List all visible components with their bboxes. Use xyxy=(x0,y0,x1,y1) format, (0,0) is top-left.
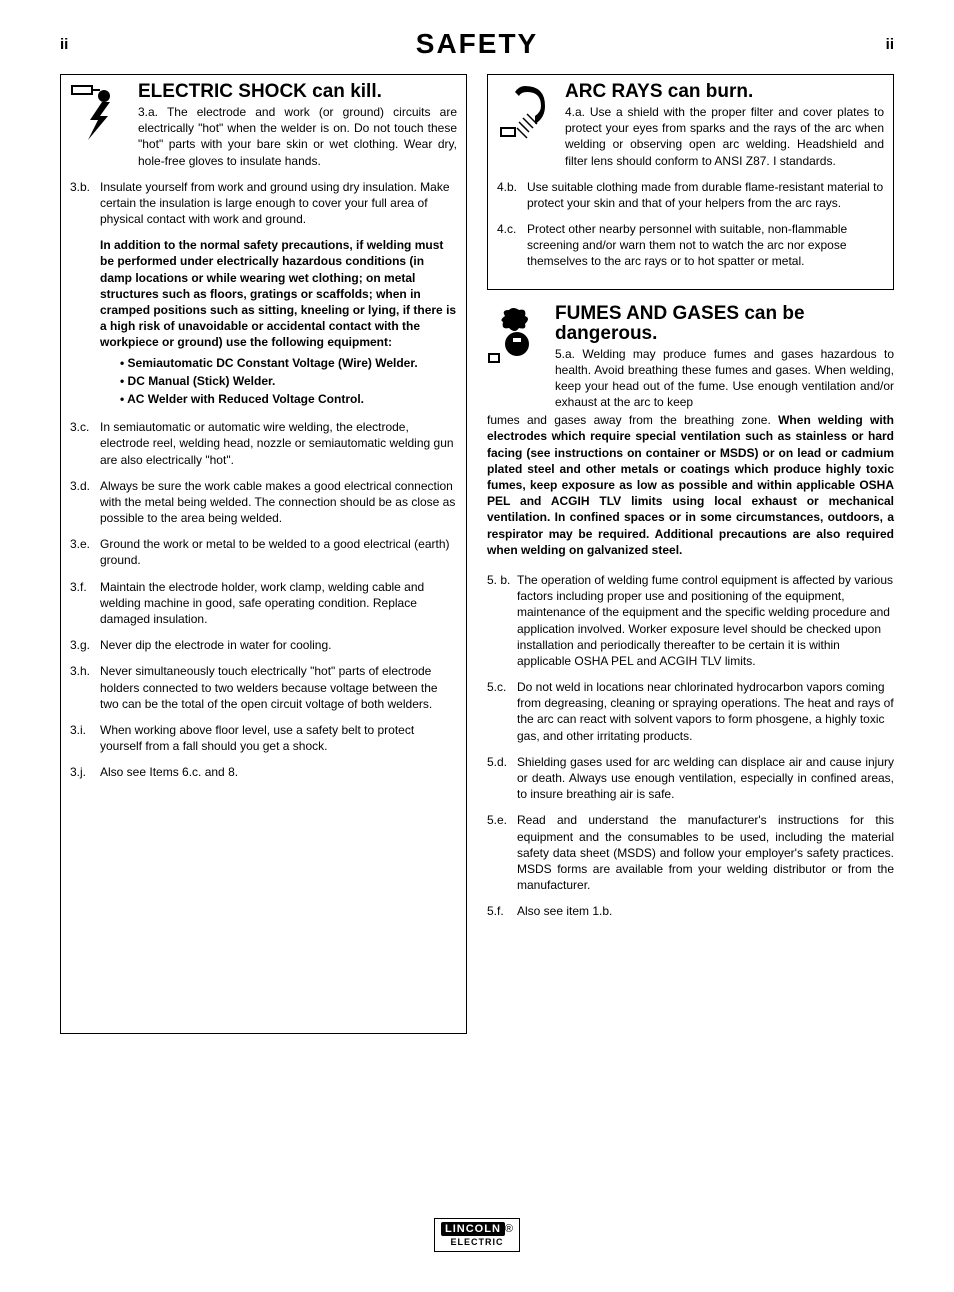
right-column: ARC RAYS can burn. 4.a. Use a shield wit… xyxy=(487,74,894,1048)
list-item: 3.h.Never simultaneously touch electrica… xyxy=(70,663,457,712)
item-num: 3.a. xyxy=(138,105,158,119)
item-text: Maintain the electrode holder, work clam… xyxy=(100,579,457,628)
item-num: 5.d. xyxy=(487,754,517,803)
shock-icon xyxy=(70,82,130,144)
page-num-left: ii xyxy=(60,36,68,53)
item-text: Use suitable clothing made from durable … xyxy=(527,179,884,211)
list-item: 3.c.In semiautomatic or automatic wire w… xyxy=(70,419,457,468)
item-text: Read and understand the manufacturer's i… xyxy=(517,812,894,893)
brand-top: LINCOLN xyxy=(441,1222,505,1236)
footer: LINCOLN® ELECTRIC xyxy=(60,1218,894,1252)
arc-rays-icon xyxy=(497,82,557,144)
sub-bullet: • AC Welder with Reduced Voltage Control… xyxy=(120,391,457,407)
item-num: 3.i. xyxy=(70,722,100,754)
item-num: 3.f. xyxy=(70,579,100,628)
list-item: 4.b.Use suitable clothing made from dura… xyxy=(497,179,884,211)
brand-bot: ELECTRIC xyxy=(441,1237,513,1247)
section-arc-rays: ARC RAYS can burn. 4.a. Use a shield wit… xyxy=(487,74,894,290)
item-num: 3.e. xyxy=(70,536,100,568)
brand-logo: LINCOLN® ELECTRIC xyxy=(434,1218,520,1252)
item-num: 3.b. xyxy=(70,179,100,228)
item-text: Never dip the electrode in water for coo… xyxy=(100,637,457,653)
sub-bullet: • DC Manual (Stick) Welder. xyxy=(120,373,457,389)
list-item: 3.b.Insulate yourself from work and grou… xyxy=(70,179,457,228)
item-text: Also see item 1.b. xyxy=(517,903,894,919)
list-item: 5.c.Do not weld in locations near chlori… xyxy=(487,679,894,744)
list-item: 5.d.Shielding gases used for arc welding… xyxy=(487,754,894,803)
item-num: 3.c. xyxy=(70,419,100,468)
item-text: In addition to the normal safety precaut… xyxy=(100,237,457,409)
list-item: 3.i.When working above floor level, use … xyxy=(70,722,457,754)
item-num: 4.a. xyxy=(565,105,585,119)
item-text: The electrode and work (or ground) circu… xyxy=(138,105,457,168)
list-item: 5.f.Also see item 1.b. xyxy=(487,903,894,919)
item-text: The operation of welding fume control eq… xyxy=(517,572,894,669)
section-title-arc: ARC RAYS can burn. xyxy=(565,82,884,102)
list-item: 3.f.Maintain the electrode holder, work … xyxy=(70,579,457,628)
item-num: 4.b. xyxy=(497,179,527,211)
item-text: In semiautomatic or automatic wire weldi… xyxy=(100,419,457,468)
item-text: When working above floor level, use a sa… xyxy=(100,722,457,754)
fumes-continuation-bold: When welding with electrodes which requi… xyxy=(487,413,894,557)
item-num: 3.g. xyxy=(70,637,100,653)
page-header: ii SAFETY ii xyxy=(60,28,894,60)
list-item: 4.c.Protect other nearby personnel with … xyxy=(497,221,884,270)
section-electric-shock: ELECTRIC SHOCK can kill. 3.a. The electr… xyxy=(60,74,467,1034)
list-item: 3.e.Ground the work or metal to be welde… xyxy=(70,536,457,568)
item-text: Use a shield with the proper filter and … xyxy=(565,105,884,168)
list-item: 5.e.Read and understand the manufacturer… xyxy=(487,812,894,893)
item-text: Never simultaneously touch electrically … xyxy=(100,663,457,712)
item-text: Always be sure the work cable makes a go… xyxy=(100,478,457,527)
section-fumes: FUMES AND GASES can be dangerous. 5.a. W… xyxy=(487,304,894,920)
list-item: 3.g.Never dip the electrode in water for… xyxy=(70,637,457,653)
item-text: Ground the work or metal to be welded to… xyxy=(100,536,457,568)
item-num: 5.c. xyxy=(487,679,517,744)
item-num: 5. b. xyxy=(487,572,517,669)
item-text: Do not weld in locations near chlorinate… xyxy=(517,679,894,744)
fumes-icon xyxy=(487,304,547,366)
section-title-shock: ELECTRIC SHOCK can kill. xyxy=(138,82,457,102)
list-item: 3.j.Also see Items 6.c. and 8. xyxy=(70,764,457,780)
sub-bullet: • Semiautomatic DC Constant Voltage (Wir… xyxy=(120,355,457,371)
item-text: Also see Items 6.c. and 8. xyxy=(100,764,457,780)
item-num: 3.d. xyxy=(70,478,100,527)
content-columns: ELECTRIC SHOCK can kill. 3.a. The electr… xyxy=(60,74,894,1048)
item-num: 3.j. xyxy=(70,764,100,780)
item-text: Insulate yourself from work and ground u… xyxy=(100,179,457,228)
item-num: 5.e. xyxy=(487,812,517,893)
item-text: Protect other nearby personnel with suit… xyxy=(527,221,884,270)
item-text: Shielding gases used for arc welding can… xyxy=(517,754,894,803)
page-title: SAFETY xyxy=(416,28,538,60)
item-num: 3.h. xyxy=(70,663,100,712)
item-num: 4.c. xyxy=(497,221,527,270)
fumes-continuation-plain: fumes and gases away from the breathing … xyxy=(487,413,778,427)
item-num: 5.f. xyxy=(487,903,517,919)
section-title-fumes: FUMES AND GASES can be dangerous. xyxy=(555,304,894,344)
item-num: 5.a. xyxy=(555,347,575,361)
list-item: 5. b.The operation of welding fume contr… xyxy=(487,572,894,669)
list-item: In addition to the normal safety precaut… xyxy=(70,237,457,409)
item-text: Welding may produce fumes and gases haza… xyxy=(555,347,894,410)
left-column: ELECTRIC SHOCK can kill. 3.a. The electr… xyxy=(60,74,467,1048)
list-item: 3.d.Always be sure the work cable makes … xyxy=(70,478,457,527)
page-num-right: ii xyxy=(886,36,894,53)
